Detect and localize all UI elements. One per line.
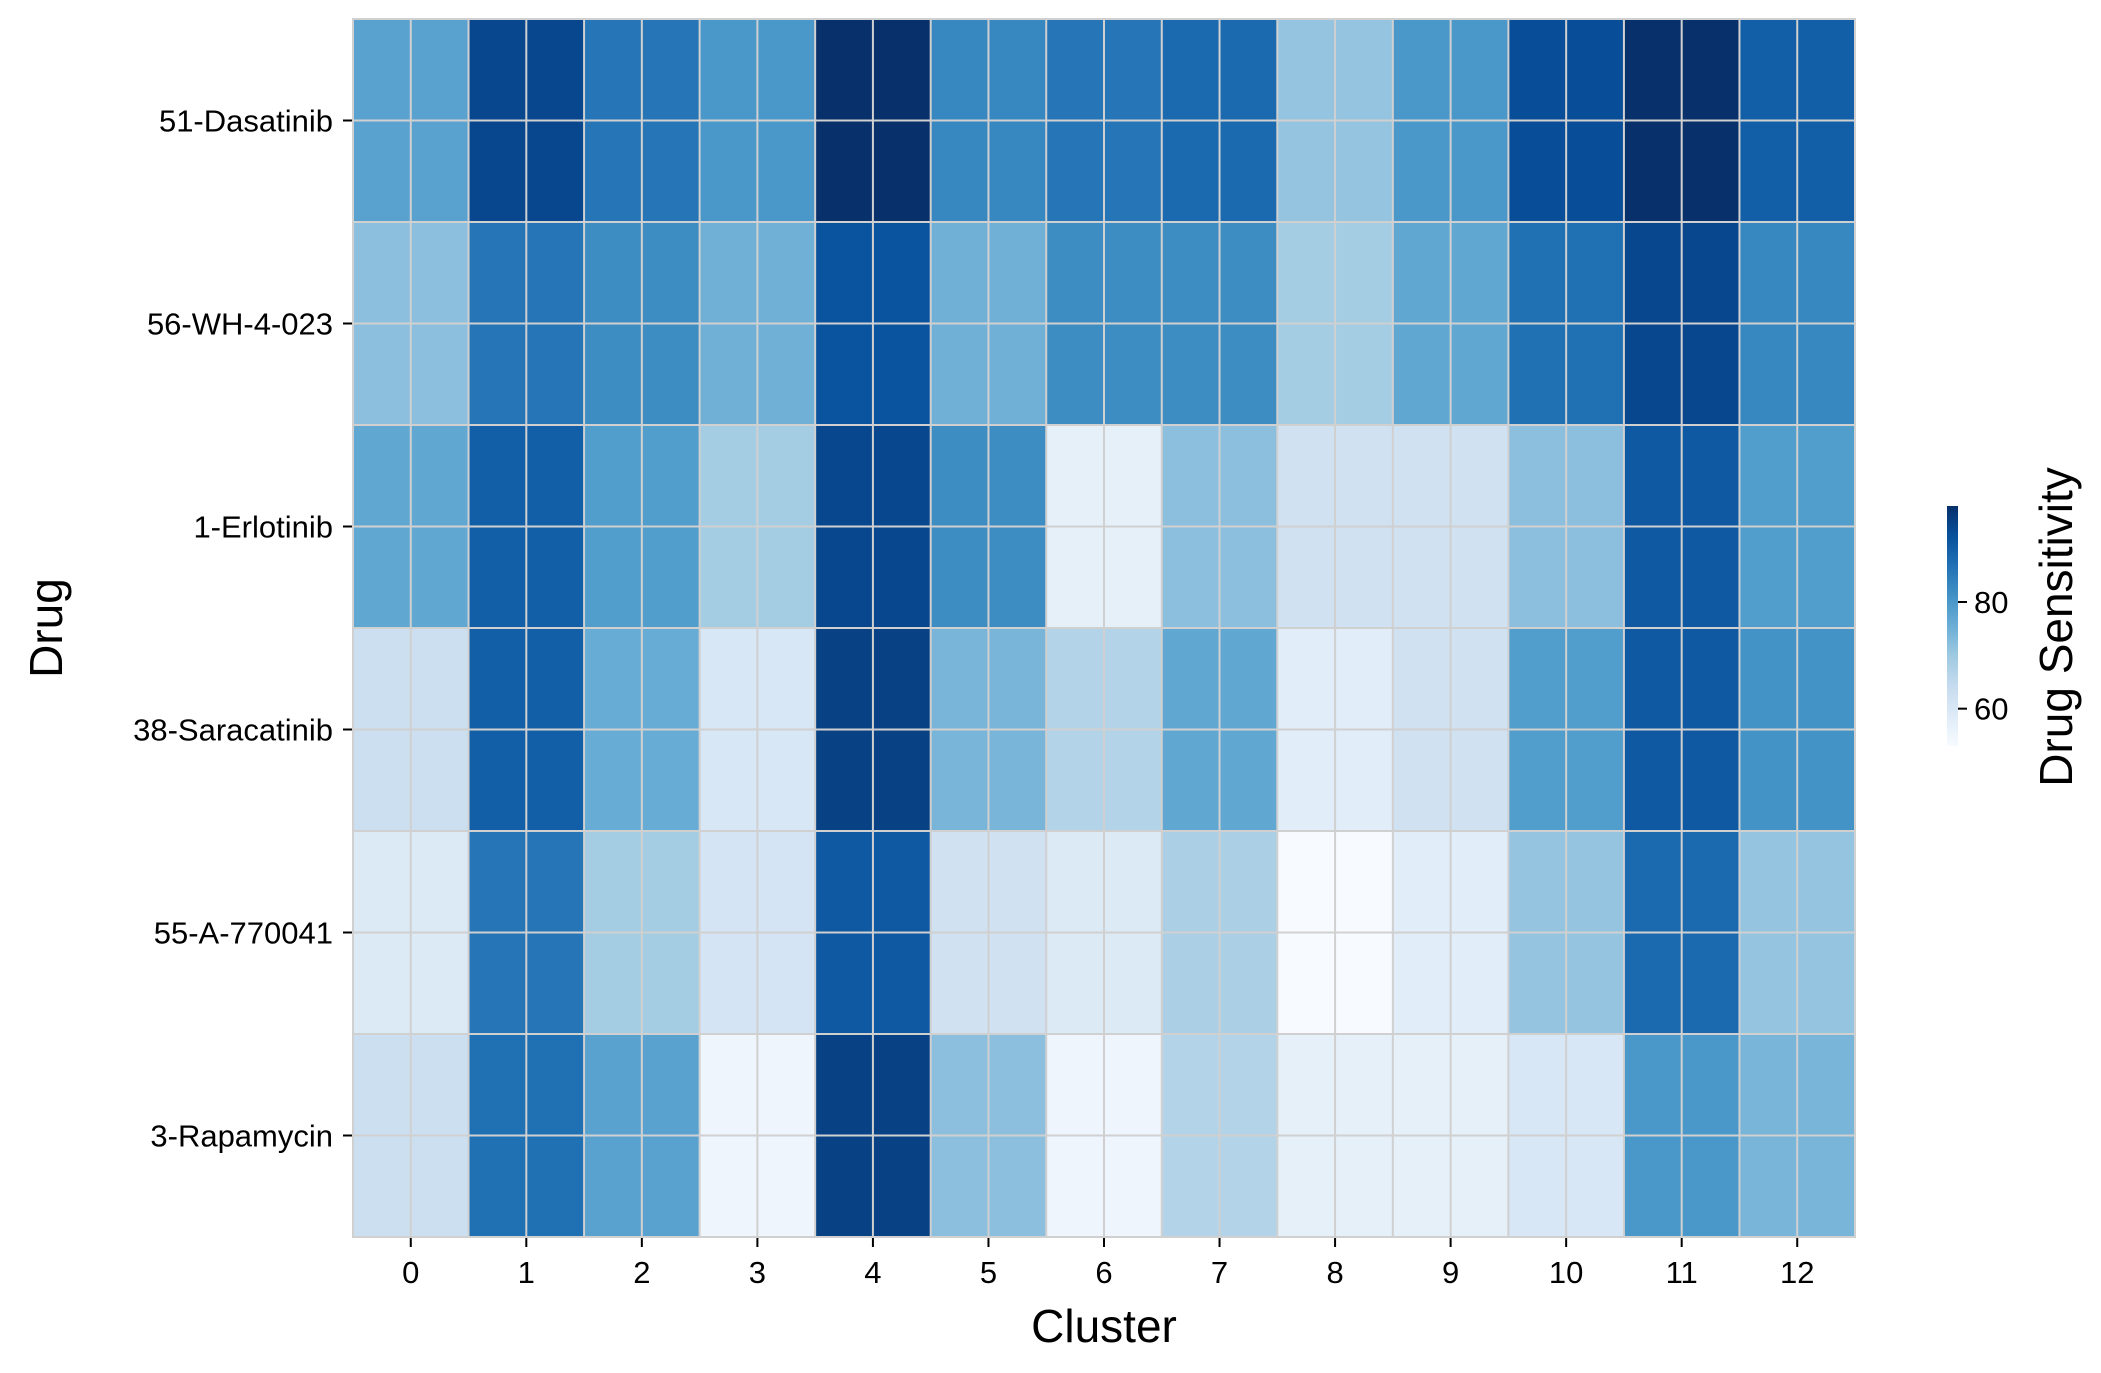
y-tick-label: 3-Rapamycin	[150, 1119, 333, 1154]
y-tick-label: 51-Dasatinib	[159, 104, 333, 139]
x-tick-label: 8	[1326, 1255, 1343, 1290]
y-axis-label: Drug	[20, 578, 72, 678]
y-tick-label: 56-WH-4-023	[147, 307, 333, 342]
colorbar: 60 80 Drug Sensitivity	[1947, 467, 2082, 787]
x-tick-label: 5	[980, 1255, 997, 1290]
colorbar-tick-label: 60	[1974, 692, 2008, 727]
x-tick-label: 1	[518, 1255, 535, 1290]
x-tick-label: 12	[1780, 1255, 1814, 1290]
y-axis: 51-Dasatinib 56-WH-4-023 1-Erlotinib 38-Sar…	[133, 104, 352, 1154]
x-tick-label: 7	[1211, 1255, 1228, 1290]
colorbar-gradient	[1947, 506, 1958, 746]
x-axis: 0 1 2 3 4 5 6 7 8 9 10 11 12	[402, 1238, 1814, 1290]
heatmap-grid	[352, 18, 1856, 1238]
y-tick-label: 1-Erlotinib	[193, 510, 333, 545]
x-tick-label: 3	[749, 1255, 766, 1290]
x-tick-label: 6	[1095, 1255, 1112, 1290]
x-tick-label: 11	[1666, 1255, 1698, 1290]
colorbar-label: Drug Sensitivity	[2030, 467, 2082, 787]
y-tick-label: 55-A-770041	[154, 916, 333, 951]
x-tick-label: 0	[402, 1255, 419, 1290]
y-tick-label: 38-Saracatinib	[133, 713, 333, 748]
colorbar-ticks: 60 80	[1958, 585, 2008, 727]
x-tick-label: 9	[1442, 1255, 1459, 1290]
colorbar-tick-label: 80	[1974, 585, 2008, 620]
x-axis-label: Cluster	[1031, 1300, 1177, 1352]
x-tick-label: 4	[864, 1255, 881, 1290]
x-tick-label: 2	[633, 1255, 650, 1290]
x-tick-label: 10	[1549, 1255, 1583, 1290]
plot-frame	[352, 18, 1856, 1238]
